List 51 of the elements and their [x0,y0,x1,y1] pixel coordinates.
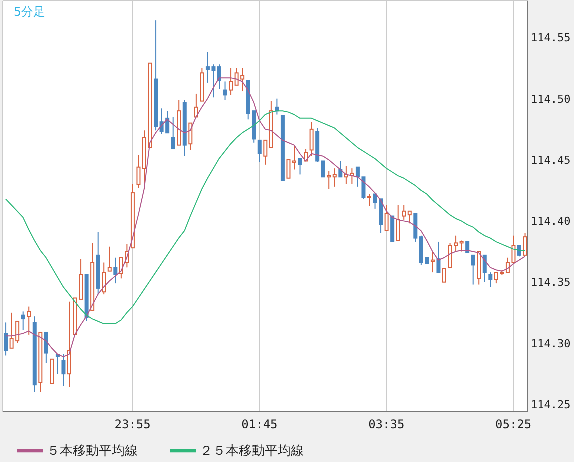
candlestick [114,257,118,284]
candlestick [4,322,8,356]
candlestick [298,158,302,176]
candlestick [436,241,441,274]
candlestick [27,306,32,336]
x-tick-label: 01:45 [242,418,278,432]
candlestick [482,254,487,283]
legend-label: ２５本移動平均線 [200,444,304,459]
y-tick-label: 114.45 [531,154,571,167]
y-tick-label: 114.25 [531,398,571,412]
candlestick [430,251,435,274]
candlestick [286,160,291,179]
candlestick [108,246,112,272]
candlestick [338,160,343,178]
candlestick [292,144,296,170]
candlestick [223,81,228,101]
candlestick [136,154,141,189]
candlestick [62,354,66,387]
candlestick [396,204,400,242]
candlestick [408,210,412,224]
candlestick [460,240,464,252]
y-tick-label: 114.50 [531,92,571,106]
candlestick [44,332,48,364]
candlestick [471,254,476,286]
candlestick [229,68,234,96]
candlestick [171,116,176,150]
candlestick [102,262,106,296]
x-tick-label: 03:35 [368,418,405,432]
candlestick [327,170,332,190]
candlestick [368,194,372,207]
chart-title: 5分足 [14,4,46,21]
candlestick [442,268,446,283]
candlestick [21,311,26,331]
candlestick [384,204,389,232]
y-tick-label: 114.40 [531,215,571,228]
candlestick [321,160,326,178]
candlestick [402,204,406,220]
candlestick [68,301,72,388]
candlestick [488,272,493,288]
x-tick-label: 05:25 [496,418,532,432]
y-tick-label: 114.30 [531,337,571,350]
y-tick-label: 114.55 [531,32,571,45]
candlestick [264,140,268,166]
candlestick [218,64,222,90]
candlestick [258,140,262,163]
candlestick [310,122,314,157]
legend-label: ５本移動平均線 [47,444,138,459]
y-tick-label: 114.35 [531,276,571,290]
x-tick-label: 23:55 [114,418,151,432]
candlestick [518,245,522,258]
candlestick [332,168,337,188]
